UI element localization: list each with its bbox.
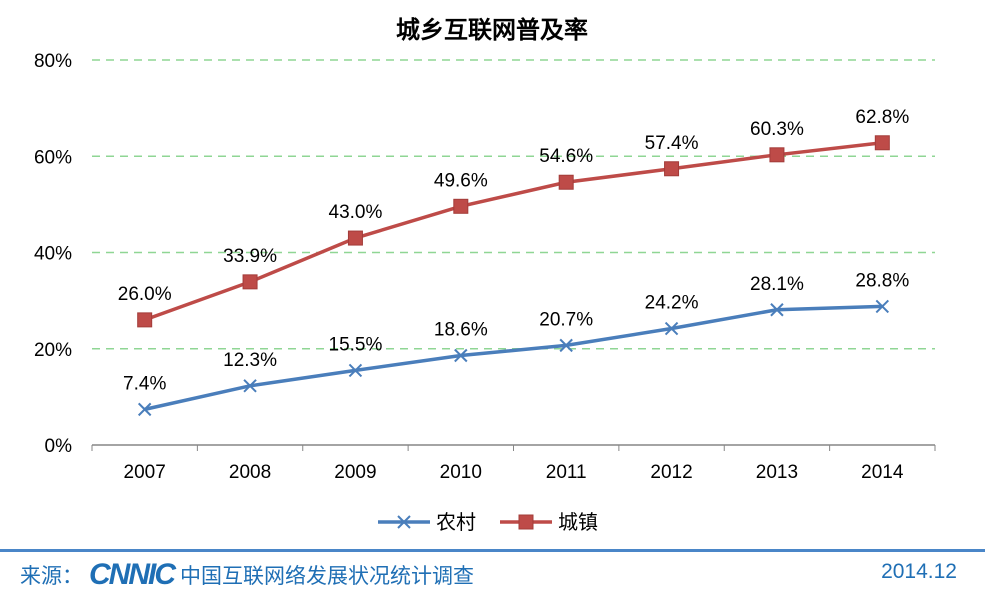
x-marker: [243, 379, 257, 393]
legend-label: 城镇: [558, 511, 598, 534]
data-label: 62.8%: [855, 107, 909, 128]
x-tick-label: 2010: [440, 462, 482, 483]
series-line: [144, 304, 883, 412]
data-label: 28.1%: [750, 274, 804, 295]
data-label: 43.0%: [329, 202, 383, 223]
x-tick-label: 2013: [756, 462, 798, 483]
data-label: 18.6%: [434, 319, 488, 340]
square-marker: [347, 230, 363, 246]
legend-label: 农村: [436, 511, 476, 534]
y-tick-label: 40%: [34, 244, 72, 265]
x-tick-label: 2011: [546, 462, 587, 483]
source: 来源： CNNIC 中国互联网络发展状况统计调查: [20, 558, 474, 592]
square-marker: [874, 135, 890, 151]
legend: 农村 城镇: [378, 511, 598, 534]
chart-title: 城乡互联网普及率: [396, 16, 588, 44]
x-marker: [875, 299, 890, 314]
x-marker: [454, 348, 468, 363]
y-tick-label: 80%: [34, 51, 72, 72]
footer-divider: [0, 549, 985, 552]
data-label: 12.3%: [223, 350, 277, 371]
x-tick-label: 2014: [861, 462, 904, 483]
series-城镇: 26.0% 33.9% 43.0% 49.6% 54.6% 57.4% 60.3% 62.8%: [118, 107, 909, 328]
y-tick-label: 0%: [45, 436, 73, 457]
axes: 0% 20% 40% 60% 80% 2007 2008 2009 2010 2011 2012 20…: [34, 51, 936, 483]
data-label: 28.8%: [855, 270, 909, 291]
series-group: 7.4%12.3%15.5%18.6% 20.7%24.2%28.1% 28.8%2…: [118, 107, 909, 417]
x-marker: [770, 303, 784, 317]
source-label: 来源：: [20, 565, 83, 588]
y-tick-label: 20%: [34, 340, 72, 361]
legend-item: 农村: [378, 511, 476, 534]
data-label: 26.0%: [118, 284, 172, 305]
square-marker: [664, 161, 680, 177]
x-tick-label: 2008: [229, 462, 271, 483]
data-label: 60.3%: [750, 119, 804, 140]
x-marker: [348, 363, 363, 378]
square-marker: [769, 147, 785, 163]
x-marker: [664, 321, 679, 336]
x-marker: [397, 515, 411, 529]
square-marker: [453, 198, 469, 214]
x-marker: [559, 338, 573, 353]
data-label: 7.4%: [123, 373, 166, 394]
x-marker: [137, 402, 152, 417]
data-label: 33.9%: [223, 246, 277, 267]
legend-item: 城镇: [500, 511, 598, 534]
square-marker: [137, 312, 153, 328]
line-chart: 城乡互联网普及率 0% 20% 40% 60% 80% 2007 2008 2009 2010 2…: [34, 16, 936, 534]
data-label: 15.5%: [329, 334, 383, 355]
x-tick-label: 2007: [124, 462, 166, 483]
grid: [92, 59, 935, 350]
data-label: 57.4%: [645, 133, 699, 154]
y-tick-label: 60%: [34, 147, 72, 168]
square-marker: [558, 174, 574, 190]
report-date: 2014.12: [881, 560, 957, 583]
square-marker: [242, 274, 258, 290]
data-label: 54.6%: [539, 146, 593, 167]
data-label: 49.6%: [434, 170, 488, 191]
data-label: 24.2%: [645, 293, 699, 314]
cnnic-logo: CNNIC: [89, 558, 176, 591]
series-农村: 7.4% 12.3% 15.5% 18.6% 20.7% 24.2% 28.1% 28.8%: [123, 270, 909, 417]
series-line: [144, 141, 883, 322]
x-tick-label: 2009: [334, 462, 376, 483]
source-text: 中国互联网络发展状况统计调查: [180, 565, 474, 588]
square-marker: [518, 514, 534, 530]
data-label: 20.7%: [539, 309, 593, 330]
x-tick-label: 2012: [650, 462, 692, 483]
